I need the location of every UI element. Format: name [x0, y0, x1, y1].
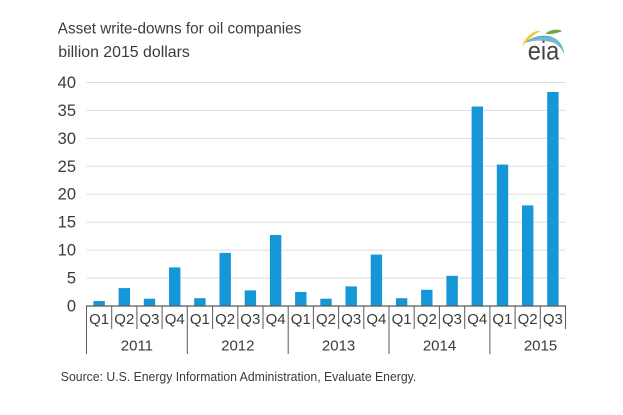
svg-text:Q3: Q3: [139, 311, 159, 328]
svg-text:Q4: Q4: [165, 311, 185, 328]
svg-text:billion 2015 dollars: billion 2015 dollars: [58, 44, 190, 61]
svg-text:Q4: Q4: [467, 311, 487, 328]
svg-text:5: 5: [67, 270, 76, 288]
svg-text:2014: 2014: [423, 338, 456, 355]
svg-text:Q2: Q2: [215, 311, 235, 328]
svg-text:Q3: Q3: [341, 311, 361, 328]
svg-text:Q2: Q2: [518, 311, 538, 328]
svg-text:Q1: Q1: [291, 311, 311, 328]
svg-text:2012: 2012: [221, 338, 254, 355]
svg-text:Q3: Q3: [543, 311, 563, 328]
svg-text:Q2: Q2: [417, 311, 437, 328]
svg-text:15: 15: [58, 214, 76, 232]
svg-text:10: 10: [58, 242, 76, 260]
svg-text:0: 0: [67, 298, 76, 316]
svg-text:Q4: Q4: [366, 311, 386, 328]
svg-text:20: 20: [58, 186, 76, 204]
svg-text:Q2: Q2: [114, 311, 134, 328]
svg-text:25: 25: [58, 158, 76, 176]
svg-text:40: 40: [58, 74, 76, 92]
svg-text:Q4: Q4: [266, 311, 286, 328]
svg-text:Source: U.S. Energy Informati: Source: U.S. Energy Information Administ…: [61, 370, 417, 384]
svg-text:2013: 2013: [322, 338, 355, 355]
svg-text:Q1: Q1: [492, 311, 512, 328]
svg-text:Q1: Q1: [190, 311, 210, 328]
svg-text:Q1: Q1: [89, 311, 109, 328]
svg-text:2011: 2011: [121, 338, 153, 355]
svg-text:Q2: Q2: [316, 311, 336, 328]
svg-text:Q3: Q3: [240, 311, 260, 328]
svg-text:2015: 2015: [524, 338, 557, 355]
svg-text:30: 30: [58, 130, 76, 148]
svg-text:35: 35: [58, 102, 76, 120]
svg-text:Asset write-downs for oil comp: Asset write-downs for oil companies: [58, 21, 301, 38]
svg-text:Q1: Q1: [392, 311, 412, 328]
svg-text:Q3: Q3: [442, 311, 462, 328]
